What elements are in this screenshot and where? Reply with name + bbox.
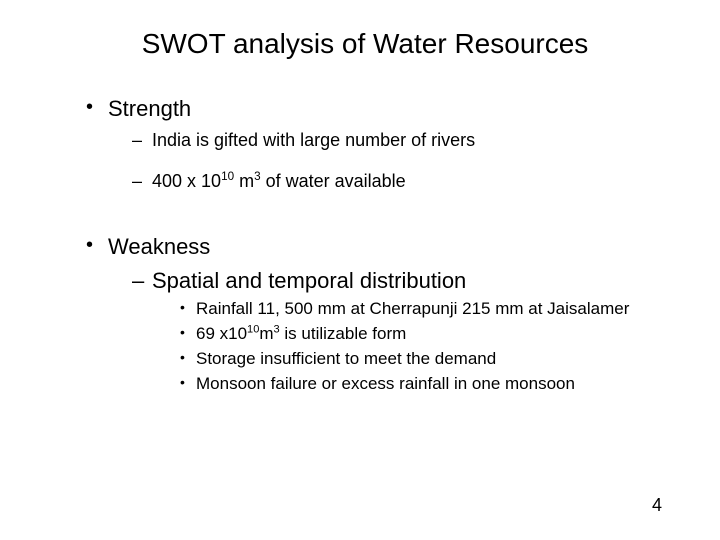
weakness-points-list: Rainfall 11, 500 mm at Cherrapunji 215 m… <box>152 298 660 395</box>
weakness-sublist: Spatial and temporal distribution Rainfa… <box>108 268 660 395</box>
weakness-heading: Weakness <box>108 234 210 259</box>
weakness-subheading: Spatial and temporal distribution <box>152 268 466 293</box>
bullet-list-level1: Strength India is gifted with large numb… <box>60 96 660 395</box>
weakness-point-2: 69 x1010m3 is utilizable form <box>180 323 660 345</box>
page-number: 4 <box>652 495 662 516</box>
strength-point-2-pre: 400 x 10 <box>152 171 221 191</box>
weakness-point-3: Storage insufficient to meet the demand <box>180 348 660 370</box>
weakness-point-4: Monsoon failure or excess rainfall in on… <box>180 373 660 395</box>
strength-point-1: India is gifted with large number of riv… <box>132 130 660 151</box>
strength-point-1-text: India is gifted with large number of riv… <box>152 130 475 150</box>
strength-heading: Strength <box>108 96 191 121</box>
weakness-point-3-text: Storage insufficient to meet the demand <box>196 349 496 368</box>
weakness-point-1-text: Rainfall 11, 500 mm at Cherrapunji 215 m… <box>196 299 629 318</box>
strength-point-2-sup: 10 <box>221 170 234 183</box>
strength-sublist: India is gifted with large number of riv… <box>108 130 660 192</box>
weakness-point-2-post: is utilizable form <box>280 324 407 343</box>
slide-container: SWOT analysis of Water Resources Strengt… <box>0 0 720 540</box>
strength-point-2-post: of water available <box>261 171 406 191</box>
weakness-point-4-text: Monsoon failure or excess rainfall in on… <box>196 374 575 393</box>
weakness-subheading-item: Spatial and temporal distribution Rainfa… <box>132 268 660 395</box>
strength-point-2-mid: m <box>234 171 254 191</box>
strength-item: Strength India is gifted with large numb… <box>86 96 660 192</box>
weakness-point-2-sup: 10 <box>247 323 259 335</box>
strength-point-2: 400 x 1010 m3 of water available <box>132 171 660 192</box>
spacer <box>86 202 660 234</box>
slide-title: SWOT analysis of Water Resources <box>60 28 660 60</box>
weakness-point-2-pre: 69 x10 <box>196 324 247 343</box>
weakness-point-1: Rainfall 11, 500 mm at Cherrapunji 215 m… <box>180 298 660 320</box>
weakness-point-2-mid: m <box>259 324 273 343</box>
weakness-item: Weakness Spatial and temporal distributi… <box>86 234 660 395</box>
spacer <box>132 161 660 171</box>
